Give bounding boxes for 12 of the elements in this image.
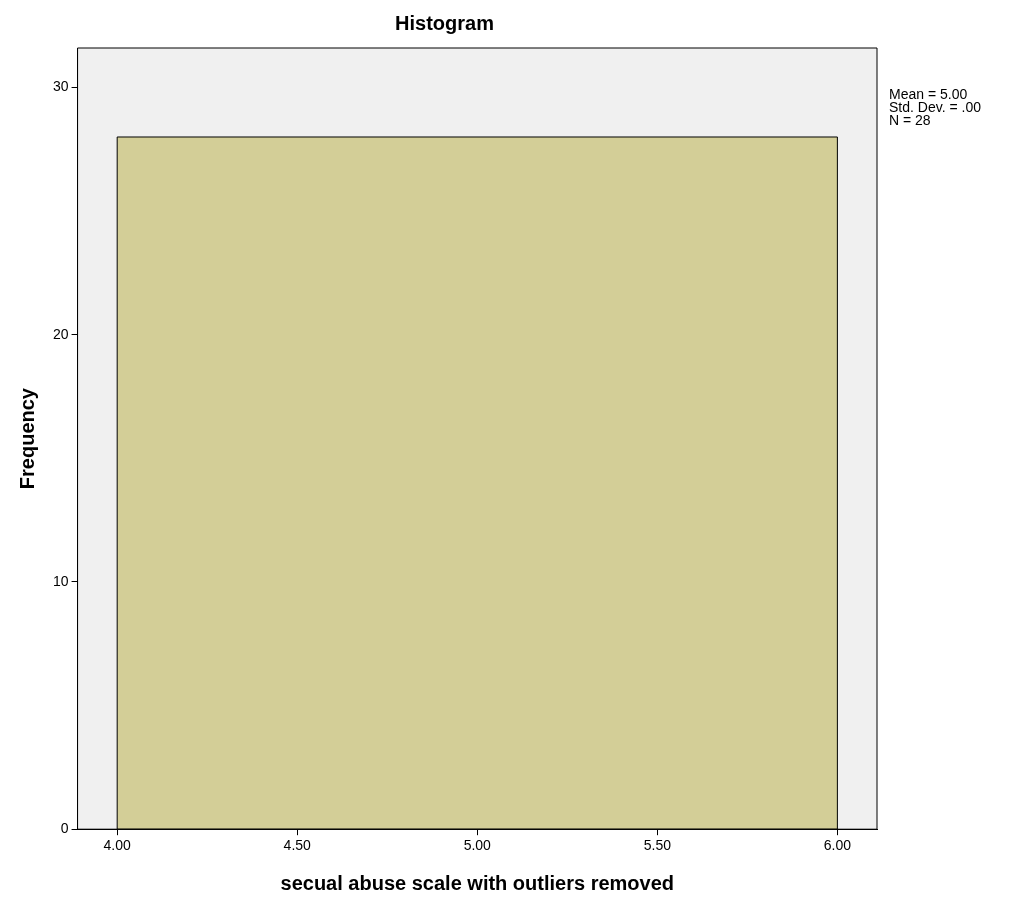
y-tick-label: 0: [60, 820, 69, 837]
y-axis-title: Frequency: [15, 387, 38, 490]
y-tick-label: 20: [52, 325, 69, 342]
chart-title: Histogram: [395, 11, 494, 34]
x-tick-label: 5.00: [463, 837, 492, 854]
x-tick-label: 6.00: [823, 837, 852, 854]
x-tick-label: 4.00: [103, 837, 132, 854]
x-tick-label: 5.50: [643, 837, 672, 854]
y-tick-label: 30: [52, 78, 69, 95]
x-axis-title: secual abuse scale with outliers removed: [280, 871, 675, 894]
x-tick-label: 4.50: [283, 837, 312, 854]
y-tick-label: 10: [52, 572, 69, 589]
